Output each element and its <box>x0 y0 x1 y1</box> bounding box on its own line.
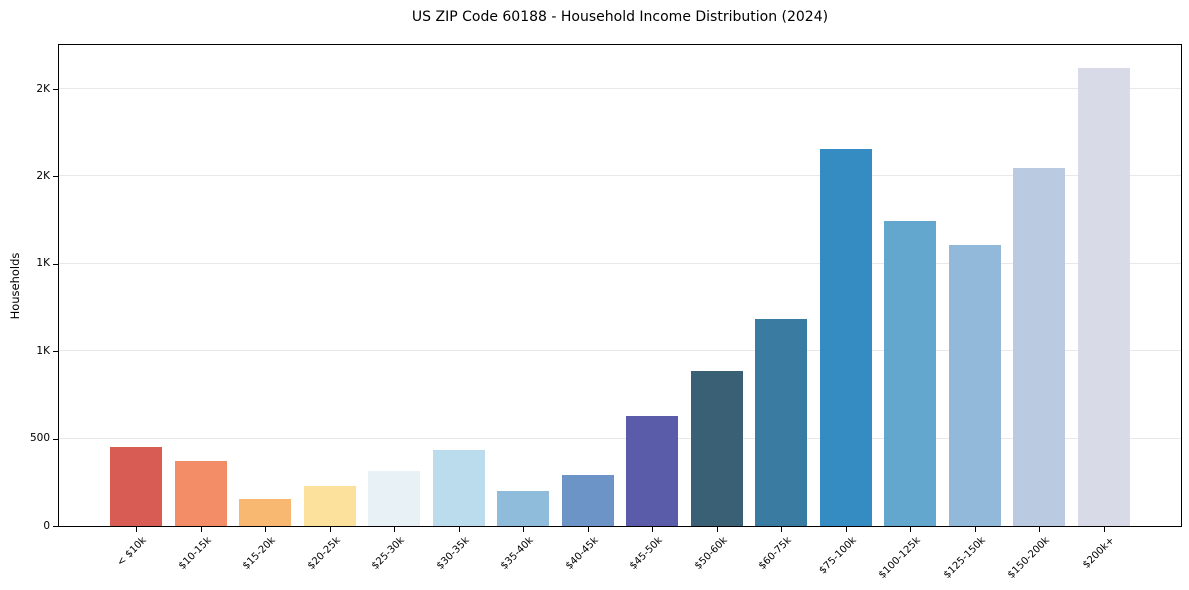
x-tick-mark <box>781 527 783 532</box>
gridline <box>59 175 1181 177</box>
bar <box>755 318 808 526</box>
x-tick-mark <box>523 527 525 532</box>
bar <box>368 470 421 526</box>
gridline <box>59 88 1181 90</box>
x-tick-mark <box>845 527 847 532</box>
x-tick-mark <box>136 527 137 532</box>
gridline <box>59 437 1181 439</box>
y-tick-mark <box>53 438 58 440</box>
x-tick-mark <box>652 527 654 532</box>
x-tick-mark <box>716 527 718 532</box>
x-tick-mark <box>394 527 396 532</box>
x-tick-label: $15-20k <box>240 535 278 572</box>
x-tick-mark <box>458 527 460 532</box>
y-tick-mark <box>53 176 58 178</box>
x-tick-label: $40-45k <box>563 535 601 572</box>
y-tick-label: 1K <box>36 257 50 270</box>
y-tick-label: 500 <box>29 432 50 445</box>
x-tick-label: $20-25k <box>305 535 343 572</box>
x-tick-mark <box>329 527 331 532</box>
x-tick-label: $150-200k <box>1006 535 1053 581</box>
bar <box>819 149 872 526</box>
bar <box>1077 68 1130 526</box>
bar <box>1013 167 1066 526</box>
x-tick-label: $45-50k <box>628 535 666 572</box>
x-tick-label: < $10k <box>115 535 149 569</box>
x-tick-label: $200k+ <box>1080 535 1117 571</box>
x-tick-mark <box>910 527 912 532</box>
x-tick-label: $10-15k <box>176 535 214 572</box>
x-tick-label: $125-150k <box>941 535 988 581</box>
bar <box>561 475 614 526</box>
bar <box>174 461 227 526</box>
y-tick-mark <box>53 351 58 353</box>
y-tick-mark <box>53 526 58 527</box>
gridline <box>59 350 1181 352</box>
y-tick-label: 1K <box>36 344 50 357</box>
x-tick-label: $75-100k <box>817 535 859 577</box>
x-tick-label: $60-75k <box>757 535 795 572</box>
x-tick-label: $35-40k <box>499 535 536 572</box>
x-tick-mark <box>265 527 267 532</box>
y-tick-label: 2K <box>36 82 50 95</box>
y-tick-mark <box>53 263 58 265</box>
x-tick-label: $25-30k <box>369 535 407 572</box>
x-tick-label: $50-60k <box>692 535 730 572</box>
x-tick-label: $30-35k <box>434 535 472 572</box>
bar <box>497 491 550 526</box>
y-tick-label: 2K <box>36 169 50 182</box>
y-tick-label: 0 <box>43 519 50 532</box>
bar <box>948 244 1001 526</box>
x-tick-mark <box>1103 527 1105 532</box>
x-tick-mark <box>974 527 976 532</box>
x-tick-mark <box>200 527 202 532</box>
plot-area <box>58 44 1182 527</box>
bar <box>239 498 292 526</box>
bar <box>626 415 679 526</box>
bar <box>690 371 743 526</box>
bar <box>884 221 937 526</box>
x-tick-label: $100-125k <box>877 535 924 581</box>
bar <box>110 447 162 526</box>
x-tick-mark <box>1039 527 1041 532</box>
y-tick-mark <box>53 89 58 91</box>
gridline <box>59 262 1181 264</box>
chart-title: US ZIP Code 60188 - Household Income Dis… <box>411 9 829 25</box>
x-tick-mark <box>587 527 589 532</box>
bar <box>432 450 485 526</box>
bar <box>303 485 356 526</box>
